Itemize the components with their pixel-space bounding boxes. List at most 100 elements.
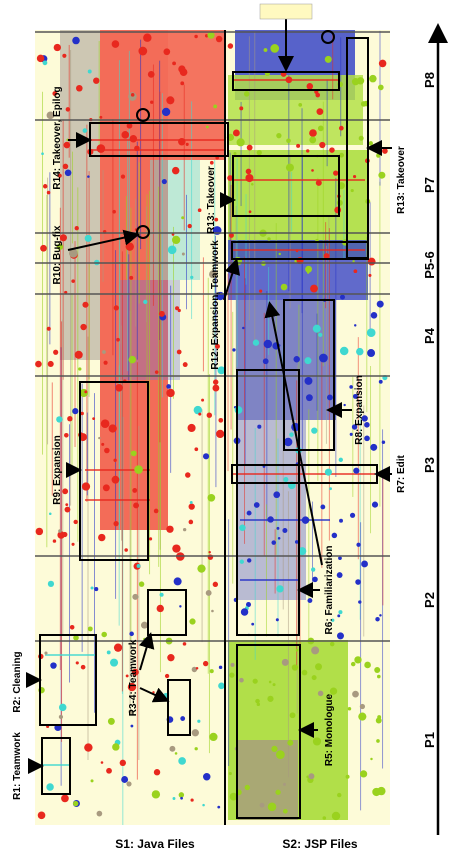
commit-dot [375, 717, 382, 724]
commit-dot [164, 673, 170, 679]
commit-dot [134, 145, 140, 152]
commit-dot [151, 790, 161, 799]
commit-dot [53, 349, 59, 355]
commit-dot [72, 408, 79, 415]
commit-dot [258, 289, 263, 293]
commit-dot [340, 294, 345, 300]
commit-dot [195, 666, 199, 670]
commit-dot [178, 757, 186, 765]
commit-dot [228, 771, 232, 776]
commit-dot [217, 805, 221, 809]
commit-dot [128, 355, 137, 364]
commit-dot [180, 81, 185, 86]
commit-dot [343, 403, 346, 407]
commit-dot [172, 544, 181, 553]
commit-dot [129, 275, 134, 280]
region-box-r6 [236, 369, 300, 636]
commit-dot [185, 142, 189, 146]
commit-dot [291, 664, 299, 671]
commit-dot [278, 252, 281, 256]
arrow-r4 [139, 687, 170, 703]
commit-dot [171, 166, 180, 175]
event-circle [136, 108, 150, 122]
commit-dot [319, 141, 326, 149]
s1-grey-band [60, 30, 100, 360]
commit-dot [251, 622, 255, 626]
commit-dot [87, 626, 93, 632]
commit-dot [101, 442, 105, 446]
commit-dot [298, 547, 307, 556]
commit-dot [276, 585, 284, 593]
commit-dot [244, 784, 250, 791]
s2-blue-band-p3 [236, 420, 306, 600]
commit-dot [167, 654, 175, 662]
commit-dot [371, 501, 379, 508]
commit-dot [381, 440, 386, 444]
commit-dot [376, 739, 380, 743]
commit-dot [355, 579, 361, 585]
commit-dot [46, 783, 54, 791]
commit-dot [285, 163, 294, 172]
commit-dot [167, 245, 177, 255]
commit-dot [240, 608, 249, 616]
commit-dot [203, 773, 211, 781]
commit-dot [359, 770, 368, 778]
commit-dot [368, 141, 373, 146]
commit-dot [262, 358, 269, 365]
commit-dot [92, 417, 96, 421]
commit-dot [46, 190, 51, 195]
commit-dot [275, 789, 281, 795]
commit-dot [349, 512, 356, 518]
phase-label-p3: P3 [422, 457, 437, 473]
commit-dot [280, 283, 288, 291]
commit-dot [286, 138, 291, 144]
commit-dot [153, 769, 161, 776]
commit-dot [242, 326, 245, 330]
commit-dot [209, 732, 218, 742]
commit-dot [232, 348, 236, 352]
commit-dot [73, 519, 78, 525]
commit-dot [276, 526, 280, 530]
commit-dot [69, 624, 75, 630]
region-label-r9: R9: Expansion [52, 435, 63, 504]
phase-label-p7: P7 [422, 177, 437, 193]
commit-dot [140, 621, 148, 629]
commit-dot [349, 385, 353, 389]
commit-dot [364, 661, 371, 669]
commit-dot [209, 270, 218, 279]
commit-dot [191, 729, 199, 737]
commit-dot [65, 503, 69, 506]
commit-dot [156, 604, 164, 613]
commit-dot [178, 792, 185, 798]
commit-dot [304, 376, 313, 385]
commit-dot [191, 666, 198, 673]
commit-dot [218, 665, 223, 670]
commit-dot [271, 745, 278, 752]
commit-dot [99, 115, 103, 119]
panel-title-s1: S1: Java Files [115, 837, 195, 851]
commit-dot [121, 131, 130, 139]
commit-dot [276, 750, 285, 759]
region-box-r8-marker [232, 71, 340, 91]
commit-dot [143, 299, 148, 305]
commit-dot [166, 384, 171, 389]
commit-dot [56, 243, 64, 250]
commit-dot [329, 687, 338, 695]
commit-dot [81, 482, 91, 491]
arrow-r6b [264, 301, 323, 566]
commit-dot [116, 337, 120, 342]
commit-dot [239, 677, 244, 683]
commit-dot [35, 527, 44, 536]
commit-dot [112, 209, 116, 214]
commit-dot [106, 650, 111, 655]
commit-dot [359, 703, 366, 710]
commit-dot [213, 104, 218, 109]
commit-dot [306, 83, 314, 90]
commit-dot [56, 416, 63, 423]
commit-dot [378, 171, 386, 179]
commit-dot [80, 411, 84, 416]
region-label-r14: R14: Takeover, Epilog [52, 86, 63, 189]
commit-dot [102, 350, 106, 354]
commit-dot [72, 36, 80, 45]
commit-dot [53, 43, 61, 52]
